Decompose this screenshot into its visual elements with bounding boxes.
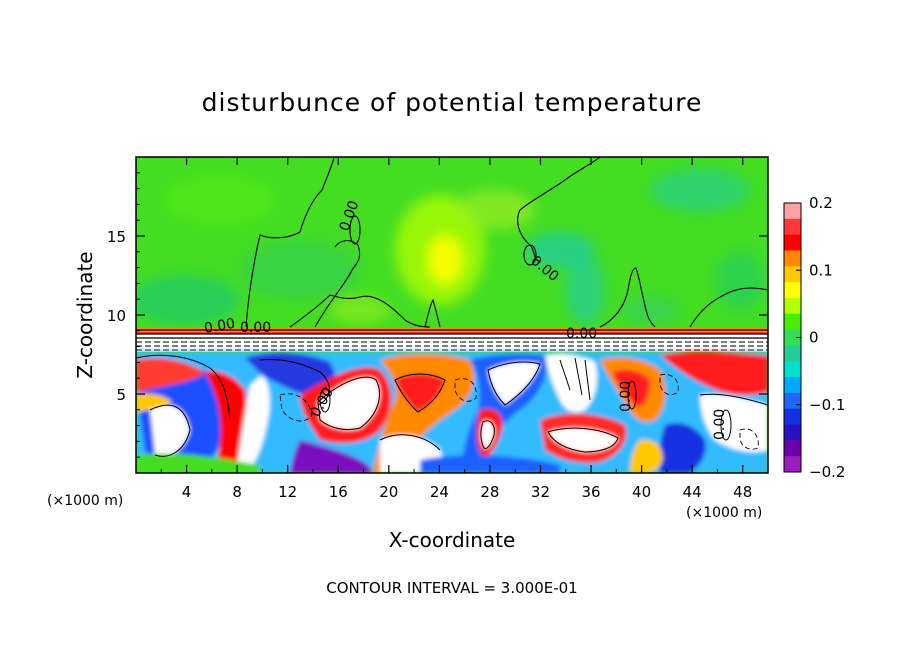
inversion-layer [136, 328, 768, 352]
x-tick-label: 28 [480, 483, 499, 501]
contour-label: 0.00 [566, 326, 597, 342]
colorbar-segment [784, 424, 801, 441]
lower-field [136, 352, 768, 473]
plot-area [136, 157, 768, 473]
x-tick-label: 44 [683, 483, 702, 501]
x-tick-label: 36 [581, 483, 600, 501]
x-tick-label: 12 [278, 483, 297, 501]
colorbar-segment [784, 218, 801, 236]
colorbar-segment [784, 282, 801, 299]
contour-label: 0.00 [618, 381, 634, 412]
contour-label: 0.00 [712, 409, 728, 440]
chart-title: disturbunce of potential temperature [202, 88, 703, 117]
colorbar-ticks: 0.2 0.1 0 −0.1 −0.2 [796, 194, 845, 481]
y-tick-label: 5 [116, 386, 126, 404]
y-tick-label: 10 [107, 307, 126, 325]
x-tick-label: 48 [733, 483, 752, 501]
colorbar-label: 0.2 [809, 194, 833, 212]
colorbar-label: −0.1 [809, 396, 845, 414]
x-axis: 4 8 12 16 20 24 28 32 36 40 44 48 [160, 157, 752, 501]
colorbar-label: −0.2 [809, 463, 845, 481]
lower-contours [136, 354, 768, 457]
colorbar-segment [784, 329, 801, 346]
colorbar-segment [784, 313, 801, 331]
colorbar-segment [784, 361, 801, 378]
x-tick-label: 4 [182, 483, 192, 501]
y-axis-label: Z-coordinate [73, 251, 97, 378]
colorbar-segment [784, 203, 801, 220]
colorbar-segment [784, 377, 801, 394]
x-unit-right: (×1000 m) [686, 505, 762, 521]
contour-interval-note: CONTOUR INTERVAL = 3.000E-01 [326, 579, 577, 597]
y-tick-label: 15 [107, 228, 126, 246]
colorbar-segment [784, 345, 801, 362]
x-tick-label: 40 [632, 483, 651, 501]
x-tick-label: 20 [379, 483, 398, 501]
colorbar-segment [784, 297, 801, 315]
x-tick-label: 16 [329, 483, 348, 501]
x-tick-label: 24 [430, 483, 449, 501]
colorbar-segment [784, 234, 801, 251]
colorbar-segment [784, 456, 801, 473]
colorbar-segment [784, 266, 801, 283]
colorbar-segment [784, 408, 801, 426]
colorbar-label: 0.1 [809, 261, 833, 279]
x-tick-label: 8 [232, 483, 242, 501]
colorbar-segment [784, 392, 801, 410]
colorbar-segment [784, 440, 801, 457]
colorbar-label: 0 [809, 329, 819, 347]
x-tick-label: 32 [531, 483, 550, 501]
upper-contours [245, 157, 768, 328]
x-unit-left: (×1000 m) [47, 493, 123, 509]
contour-label: 0.00 [203, 316, 236, 337]
y-axis: 5 10 15 [107, 172, 768, 458]
contour-label: 0.00 [240, 320, 271, 336]
upper-field [136, 168, 765, 325]
dashed-contours [279, 373, 759, 450]
x-axis-label: X-coordinate [389, 528, 516, 552]
colorbar-segment [784, 250, 801, 267]
